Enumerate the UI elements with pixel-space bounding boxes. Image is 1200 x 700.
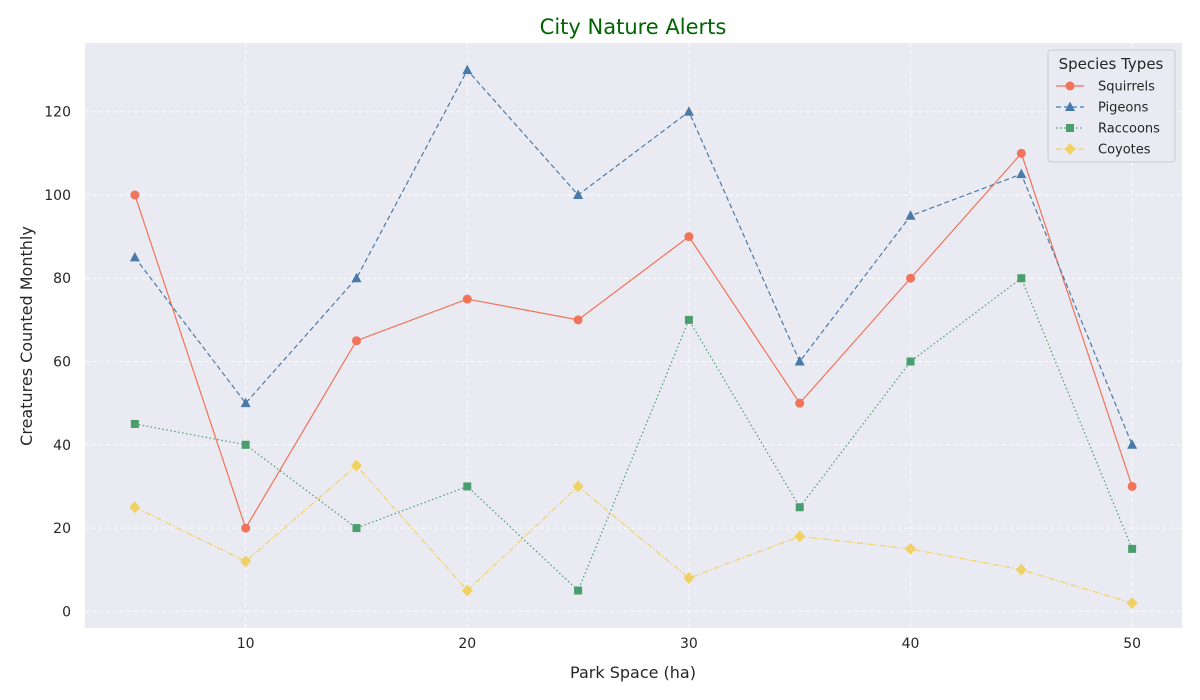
legend: Species Types Squirrels Pigeons Raccoons Co… (1047, 49, 1176, 163)
series-coyotes (129, 459, 1138, 610)
data-point-squirrels (130, 190, 140, 200)
data-point-squirrels (351, 336, 361, 346)
data-point-squirrels (462, 294, 472, 304)
legend-items: Squirrels Pigeons Raccoons Coyotes (1056, 80, 1160, 158)
x-axis-label: Park Space (ha) (570, 663, 696, 682)
series-line-pigeons (134, 69, 1133, 446)
series-pigeons (129, 64, 1138, 449)
series-line-coyotes (134, 464, 1133, 604)
data-point-pigeons (462, 64, 473, 75)
series-line-squirrels (134, 152, 1133, 530)
data-point-raccoons (684, 315, 693, 324)
data-point-pigeons (794, 356, 805, 366)
legend-label-raccoons: Raccoons (1098, 122, 1160, 137)
data-point-squirrels (241, 523, 251, 533)
x-tick-label: 50 (1123, 636, 1141, 652)
x-tick-label: 20 (458, 636, 476, 652)
data-point-pigeons (129, 251, 140, 262)
data-point-raccoons (795, 503, 804, 512)
data-point-squirrels (1016, 148, 1026, 158)
data-point-raccoons (1017, 274, 1026, 283)
x-tick-label: 10 (237, 636, 255, 652)
legend-box (1047, 49, 1176, 163)
data-point-pigeons (683, 106, 694, 116)
legend-label-coyotes: Coyotes (1098, 143, 1151, 158)
series-line-raccoons (134, 277, 1133, 592)
series-layer (129, 64, 1138, 610)
legend-marker-squirrels (1065, 81, 1075, 91)
data-point-coyotes (350, 459, 362, 472)
y-tick-label: 0 (62, 604, 71, 620)
legend-item-coyotes: Coyotes (1056, 143, 1151, 158)
data-point-raccoons (463, 482, 472, 491)
data-point-coyotes (240, 555, 252, 568)
data-point-coyotes (683, 572, 695, 585)
legend-marker-pigeons (1065, 101, 1075, 111)
data-point-raccoons (352, 524, 361, 533)
y-axis-label: Creatures Counted Monthly (17, 226, 36, 446)
legend-label-squirrels: Squirrels (1098, 80, 1155, 95)
data-point-pigeons (573, 189, 584, 199)
data-point-squirrels (573, 315, 583, 325)
legend-item-raccoons: Raccoons (1056, 122, 1160, 137)
data-point-pigeons (1127, 439, 1138, 449)
data-point-squirrels (795, 398, 805, 408)
data-point-raccoons (241, 440, 250, 449)
chart-title: City Nature Alerts (540, 15, 727, 39)
data-point-squirrels (684, 232, 694, 242)
data-point-squirrels (906, 273, 916, 283)
data-point-coyotes (572, 480, 584, 493)
y-tick-label: 40 (53, 438, 71, 454)
x-tick-label: 30 (680, 636, 698, 652)
legend-title: Species Types (1059, 55, 1164, 73)
data-point-raccoons (574, 586, 583, 595)
data-point-pigeons (351, 272, 362, 283)
data-point-coyotes (1015, 563, 1027, 576)
data-point-coyotes (461, 584, 473, 597)
y-tick-label: 120 (44, 105, 71, 121)
data-point-pigeons (905, 210, 916, 220)
legend-label-pigeons: Pigeons (1098, 101, 1149, 116)
legend-item-squirrels: Squirrels (1056, 80, 1155, 95)
tick-labels: 10 20 30 40 50 0 20 40 60 80 100 120 (44, 105, 1141, 652)
series-squirrels (130, 148, 1137, 533)
data-point-coyotes (1126, 597, 1138, 610)
data-point-coyotes (129, 501, 141, 514)
series-raccoons (130, 274, 1137, 595)
data-point-coyotes (905, 542, 917, 555)
x-tick-label: 40 (902, 636, 920, 652)
data-point-pigeons (1016, 168, 1027, 179)
data-point-pigeons (240, 397, 251, 408)
data-point-coyotes (794, 530, 806, 543)
data-point-raccoons (130, 419, 139, 428)
y-tick-label: 100 (44, 188, 71, 204)
legend-item-pigeons: Pigeons (1056, 101, 1149, 116)
data-point-squirrels (1127, 481, 1137, 491)
data-point-raccoons (906, 357, 915, 366)
y-tick-label: 60 (53, 355, 71, 371)
legend-marker-raccoons (1066, 124, 1074, 132)
plot-background (85, 43, 1182, 628)
data-point-raccoons (1128, 544, 1137, 553)
legend-marker-coyotes (1064, 143, 1076, 155)
y-tick-label: 80 (53, 271, 71, 287)
y-tick-label: 20 (53, 521, 71, 537)
